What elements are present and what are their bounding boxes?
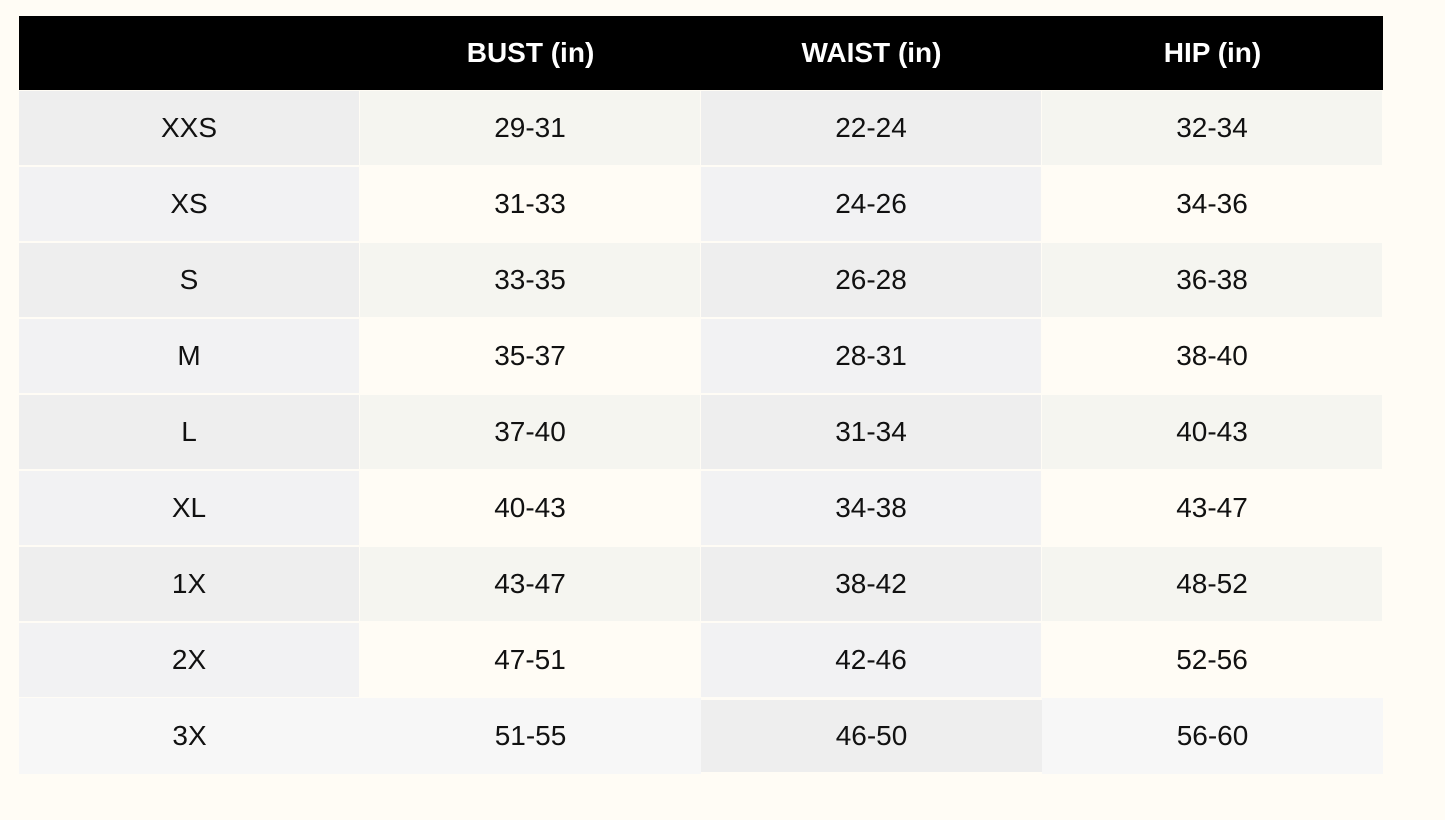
- bust-cell: 29-31: [360, 91, 700, 165]
- table-row: 1X 43-47 38-42 48-52: [19, 546, 1383, 622]
- hip-cell: 32-34: [1042, 91, 1382, 165]
- table-row: 2X 47-51 42-46 52-56: [19, 622, 1383, 698]
- header-size: [19, 16, 360, 90]
- waist-cell: 38-42: [701, 547, 1041, 621]
- bust-cell: 47-51: [360, 623, 700, 697]
- waist-cell: 24-26: [701, 167, 1041, 241]
- hip-cell: 43-47: [1042, 471, 1382, 545]
- size-cell: XXS: [19, 91, 359, 165]
- bust-cell: 31-33: [360, 167, 700, 241]
- hip-cell: 52-56: [1042, 623, 1382, 697]
- bust-cell: 37-40: [360, 395, 700, 469]
- bust-cell: 43-47: [360, 547, 700, 621]
- bust-cell: 51-55: [360, 698, 701, 774]
- table-row: XS 31-33 24-26 34-36: [19, 166, 1383, 242]
- table-row: 3X 51-55 46-50 56-60: [19, 698, 1383, 774]
- hip-cell: 38-40: [1042, 319, 1382, 393]
- size-cell: XL: [19, 471, 359, 545]
- size-cell: L: [19, 395, 359, 469]
- table-row: L 37-40 31-34 40-43: [19, 394, 1383, 470]
- waist-cell: 46-50: [701, 700, 1042, 772]
- waist-cell: 31-34: [701, 395, 1041, 469]
- table-row: XL 40-43 34-38 43-47: [19, 470, 1383, 546]
- bust-cell: 35-37: [360, 319, 700, 393]
- hip-cell: 56-60: [1042, 698, 1383, 774]
- bust-cell: 33-35: [360, 243, 700, 317]
- table-row: S 33-35 26-28 36-38: [19, 242, 1383, 318]
- table-row: XXS 29-31 22-24 32-34: [19, 90, 1383, 166]
- table-body: XXS 29-31 22-24 32-34 XS 31-33 24-26 34-36 S 33-3…: [19, 90, 1383, 774]
- hip-cell: 36-38: [1042, 243, 1382, 317]
- header-hip: HIP (in): [1163, 37, 1262, 68]
- size-cell: XS: [19, 167, 359, 241]
- waist-cell: 22-24: [701, 91, 1041, 165]
- waist-cell: 26-28: [701, 243, 1041, 317]
- waist-cell: 28-31: [701, 319, 1041, 393]
- waist-cell: 34-38: [701, 471, 1041, 545]
- size-cell: S: [19, 243, 359, 317]
- table-header: BUST (in) WAIST (in) HIP (in): [19, 16, 1383, 90]
- size-cell: 3X: [19, 698, 360, 774]
- header-bust: BUST (in): [466, 37, 595, 68]
- size-cell: 2X: [19, 623, 359, 697]
- size-cell: 1X: [19, 547, 359, 621]
- bust-cell: 40-43: [360, 471, 700, 545]
- hip-cell: 48-52: [1042, 547, 1382, 621]
- hip-cell: 40-43: [1042, 395, 1382, 469]
- waist-cell: 42-46: [701, 623, 1041, 697]
- size-chart-table: BUST (in) WAIST (in) HIP (in) XXS 29-31 22…: [19, 16, 1383, 774]
- size-cell: M: [19, 319, 359, 393]
- header-waist: WAIST (in): [801, 37, 942, 68]
- hip-cell: 34-36: [1042, 167, 1382, 241]
- table-row: M 35-37 28-31 38-40: [19, 318, 1383, 394]
